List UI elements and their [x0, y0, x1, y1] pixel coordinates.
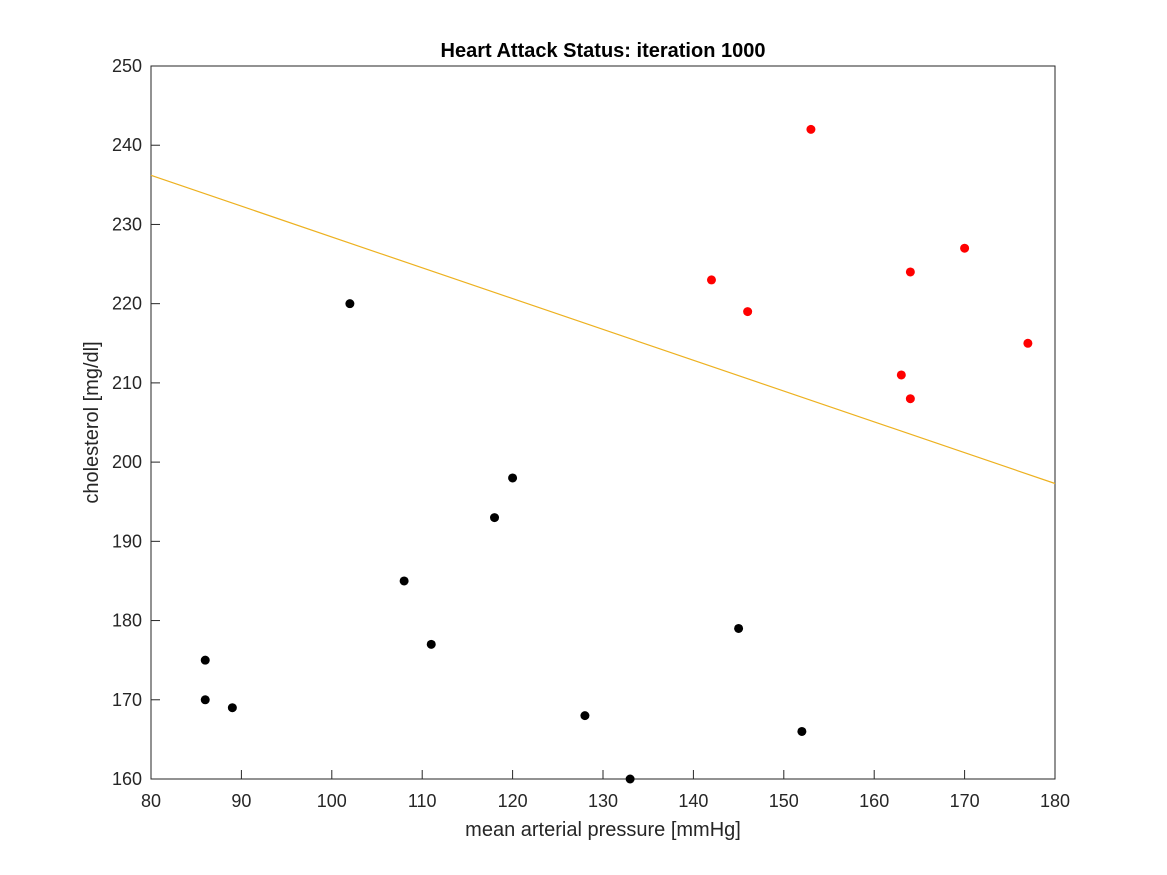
- y-axis-label: cholesterol [mg/dl]: [81, 341, 103, 503]
- x-tick-label: 150: [769, 791, 799, 811]
- x-tick-label: 170: [950, 791, 980, 811]
- data-point: [508, 473, 518, 483]
- data-point: [227, 703, 237, 713]
- x-tick-label: 180: [1040, 791, 1070, 811]
- data-point: [490, 513, 500, 523]
- data-point: [399, 576, 409, 586]
- y-tick-label: 180: [112, 611, 142, 631]
- data-point: [734, 623, 744, 633]
- data-point: [625, 774, 635, 784]
- x-tick-label: 160: [859, 791, 889, 811]
- y-tick-label: 190: [112, 531, 142, 551]
- y-tick-label: 210: [112, 373, 142, 393]
- x-tick-label: 110: [408, 791, 437, 811]
- y-tick-label: 240: [112, 135, 142, 155]
- data-point: [345, 299, 355, 309]
- data-point: [200, 655, 210, 665]
- data-point: [905, 394, 915, 404]
- x-tick-label: 80: [141, 791, 161, 811]
- plot-area: [150, 65, 1056, 780]
- data-point: [960, 243, 970, 253]
- chart-title: Heart Attack Status: iteration 1000: [441, 40, 766, 62]
- y-tick-label: 200: [112, 452, 142, 472]
- data-point: [743, 307, 753, 317]
- axis-ticks: 80 90 100 110 120 130 140 150 160 170 180 160 170 180…: [112, 56, 1070, 811]
- y-tick-label: 230: [112, 214, 142, 234]
- x-tick-label: 120: [498, 791, 528, 811]
- data-point: [200, 695, 210, 705]
- series-0: [200, 299, 807, 784]
- data-point: [806, 124, 816, 134]
- data-point: [905, 267, 915, 277]
- data-point: [426, 639, 436, 649]
- decision-boundary-layer: [150, 174, 1056, 485]
- data-point: [896, 370, 906, 380]
- x-tick-label: 140: [678, 791, 708, 811]
- decision-boundary-line: [150, 174, 1056, 485]
- x-tick-label: 130: [588, 791, 618, 811]
- y-tick-label: 160: [112, 769, 142, 789]
- data-point: [580, 711, 590, 721]
- data-point: [797, 726, 807, 736]
- x-tick-label: 100: [317, 791, 347, 811]
- y-tick-label: 220: [112, 294, 142, 314]
- x-axis-label: mean arterial pressure [mmHg]: [465, 819, 741, 841]
- data-points: [200, 124, 1033, 784]
- data-point: [706, 275, 716, 285]
- y-tick-label: 250: [112, 56, 142, 76]
- y-tick-label: 170: [112, 690, 142, 710]
- series-1: [706, 124, 1033, 404]
- data-point: [1023, 338, 1033, 348]
- x-tick-label: 90: [231, 791, 251, 811]
